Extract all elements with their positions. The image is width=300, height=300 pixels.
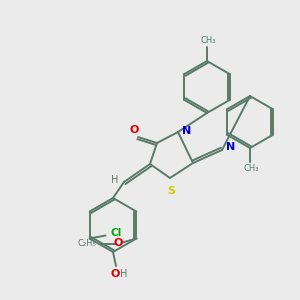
Text: N: N — [182, 126, 191, 136]
Text: N: N — [226, 142, 235, 152]
Text: C₂H₅: C₂H₅ — [77, 239, 96, 248]
Text: O: O — [110, 269, 120, 279]
Text: S: S — [167, 186, 175, 196]
Text: H: H — [120, 269, 128, 279]
Text: H: H — [111, 175, 119, 185]
Text: CH₃: CH₃ — [200, 36, 216, 45]
Text: O: O — [129, 125, 139, 135]
Text: O: O — [114, 238, 123, 248]
Text: Cl: Cl — [111, 229, 122, 238]
Text: CH₃: CH₃ — [243, 164, 259, 173]
